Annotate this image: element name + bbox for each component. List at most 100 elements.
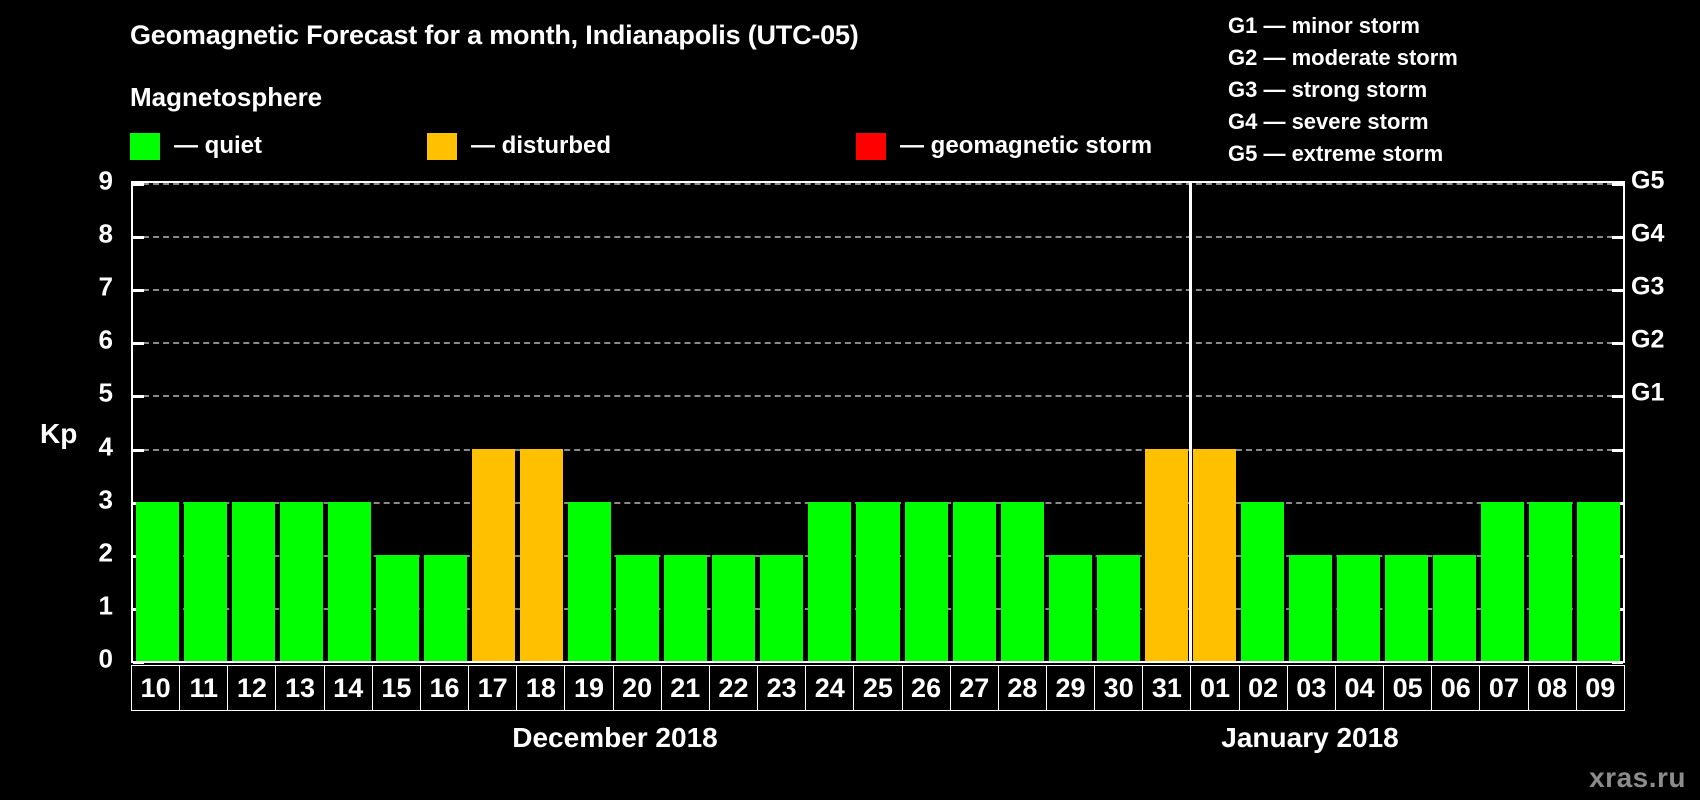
- date-cell-29: 29: [1046, 666, 1096, 710]
- y-tick-right-7: [1612, 289, 1623, 293]
- date-axis-row: 10 11 12 13 14 15 16 17 18 19 20 21 22 23 24 25 26 27 28 29…: [131, 665, 1625, 711]
- date-cell-15: 15: [372, 666, 421, 710]
- bar-14: [327, 501, 371, 661]
- date-cell-27: 27: [950, 666, 999, 710]
- y-axis-tick-label-4: 4: [98, 431, 113, 462]
- y-axis-tick-label-8: 8: [98, 218, 113, 249]
- bar-11: [183, 501, 227, 661]
- plot-inner: [133, 183, 1623, 664]
- y-tick-right-5: [1612, 395, 1623, 399]
- bar-26: [904, 501, 948, 661]
- bar-17: [471, 448, 515, 661]
- y-tick-right-4: [1612, 448, 1623, 452]
- y-axis-tick-label-9: 9: [98, 165, 113, 196]
- date-cell-11: 11: [180, 666, 229, 710]
- bar-04: [1337, 554, 1381, 661]
- date-cell-17: 17: [469, 666, 518, 710]
- legend-swatch-disturbed: [427, 132, 457, 160]
- bar-24: [808, 501, 852, 661]
- date-cell-28: 28: [998, 666, 1047, 710]
- y-tick-5: [133, 395, 144, 399]
- date-cell-26: 26: [902, 666, 951, 710]
- bar-31: [1144, 448, 1188, 661]
- date-cell-03: 03: [1287, 666, 1336, 710]
- month-divider-line: [1188, 183, 1192, 661]
- bar-29: [1048, 554, 1092, 661]
- gridline-kp-9: [133, 183, 1623, 185]
- bar-09: [1577, 501, 1621, 661]
- page-title: Geomagnetic Forecast for a month, Indian…: [130, 20, 859, 50]
- plot-area: [131, 181, 1625, 664]
- date-cell-19: 19: [565, 666, 614, 710]
- gridline-kp-6: [133, 342, 1623, 345]
- magnetosphere-legend: — quiet — disturbed — geomagnetic storm: [130, 132, 1152, 160]
- bar-10: [135, 501, 179, 661]
- legend-item-quiet: — quiet: [130, 132, 262, 160]
- g-axis-label-G3: G3: [1631, 272, 1665, 301]
- bar-27: [952, 501, 996, 661]
- y-axis-labels: 0 1 2 3 4 5 6 7 8 9: [0, 166, 131, 674]
- bar-18: [520, 448, 564, 661]
- date-cell-04: 04: [1335, 666, 1385, 710]
- y-tick-right-8: [1612, 236, 1623, 240]
- gscale-legend-row-1: G1 — minor storm: [1228, 13, 1420, 38]
- bar-02: [1240, 501, 1285, 661]
- y-tick-0: [133, 661, 144, 664]
- y-axis-tick-label-3: 3: [98, 484, 113, 515]
- bar-03: [1289, 554, 1333, 661]
- bar-12: [231, 501, 275, 661]
- magnetosphere-heading: Magnetosphere: [130, 82, 323, 112]
- date-cell-25: 25: [854, 666, 903, 710]
- gscale-legend-row-3: G3 — strong storm: [1228, 77, 1428, 102]
- bar-05: [1385, 554, 1429, 661]
- bar-15: [375, 554, 419, 661]
- y-axis-tick-label-0: 0: [98, 643, 113, 674]
- bar-22: [712, 554, 756, 661]
- gscale-legend-row-4: G4 — severe storm: [1228, 109, 1429, 134]
- gridline-kp-5: [133, 395, 1623, 398]
- bar-20: [616, 554, 660, 661]
- gscale-legend-row-5: G5 — extreme storm: [1228, 141, 1444, 166]
- y-axis-tick-label-2: 2: [98, 537, 113, 568]
- date-cell-01: 01: [1191, 666, 1240, 710]
- bar-21: [664, 554, 708, 661]
- date-cell-18: 18: [517, 666, 566, 710]
- bar-19: [568, 501, 612, 661]
- date-cell-02: 02: [1239, 666, 1288, 710]
- y-axis-title: Kp: [40, 418, 78, 449]
- g-axis-label-G4: G4: [1631, 219, 1665, 248]
- y-axis-tick-label-7: 7: [98, 271, 113, 302]
- y-axis-tick-label-6: 6: [98, 324, 113, 355]
- y-tick-8: [133, 236, 144, 240]
- g-axis-label-G5: G5: [1631, 166, 1665, 195]
- bar-08: [1529, 501, 1573, 661]
- legend-item-geomagnetic-storm: — geomagnetic storm: [856, 132, 1152, 160]
- g-axis-label-G1: G1: [1631, 378, 1665, 407]
- date-cell-14: 14: [324, 666, 373, 710]
- y-axis-tick-label-5: 5: [98, 377, 113, 408]
- y-tick-6: [133, 342, 144, 346]
- date-cell-20: 20: [613, 666, 662, 710]
- legend-label-quiet: — quiet: [174, 132, 262, 159]
- month-label-december: December 2018: [512, 722, 718, 753]
- date-cell-16: 16: [420, 666, 470, 710]
- date-cell-31: 31: [1143, 666, 1192, 710]
- gridline-kp-8: [133, 236, 1623, 239]
- bar-13: [279, 501, 323, 661]
- date-cell-10: 10: [132, 666, 181, 710]
- legend-label-disturbed: — disturbed: [471, 132, 612, 159]
- date-cell-13: 13: [276, 666, 325, 710]
- y-axis-tick-label-1: 1: [98, 590, 113, 621]
- date-cell-23: 23: [758, 666, 807, 710]
- bar-30: [1096, 554, 1140, 661]
- gscale-legend-row-2: G2 — moderate storm: [1228, 45, 1458, 70]
- bar-25: [856, 501, 900, 661]
- legend-swatch-quiet: [130, 132, 160, 160]
- month-label-january: January 2018: [1221, 722, 1399, 753]
- date-cell-22: 22: [709, 666, 759, 710]
- bars-layer: [133, 183, 1623, 661]
- gridline-kp-7: [133, 289, 1623, 292]
- date-cell-08: 08: [1528, 666, 1577, 710]
- date-cell-12: 12: [228, 666, 277, 710]
- g-axis-label-G2: G2: [1631, 325, 1665, 354]
